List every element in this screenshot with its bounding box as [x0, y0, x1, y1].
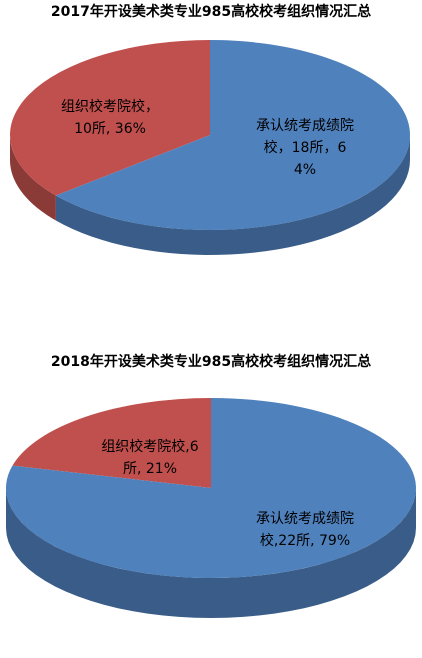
data-label: 承认统考成绩院校，18所，64% — [256, 118, 354, 178]
slice — [6, 398, 416, 578]
slice — [55, 40, 411, 231]
chart-title: 2017年开设美术类专业985高校校考组织情况汇总 — [51, 3, 371, 20]
chart-title: 2018年开设美术类专业985高校校考组织情况汇总 — [51, 353, 371, 370]
data-label: 组织校考院校，10所, 36% — [61, 99, 159, 137]
slice-side — [55, 135, 411, 255]
slice-side — [6, 488, 416, 618]
data-label: 组织校考院校,6所, 21% — [101, 439, 199, 477]
slice — [12, 398, 212, 488]
data-label: 承认统考成绩院校,22所, 79% — [256, 511, 354, 549]
slice — [9, 40, 211, 196]
slice-side — [10, 135, 56, 221]
